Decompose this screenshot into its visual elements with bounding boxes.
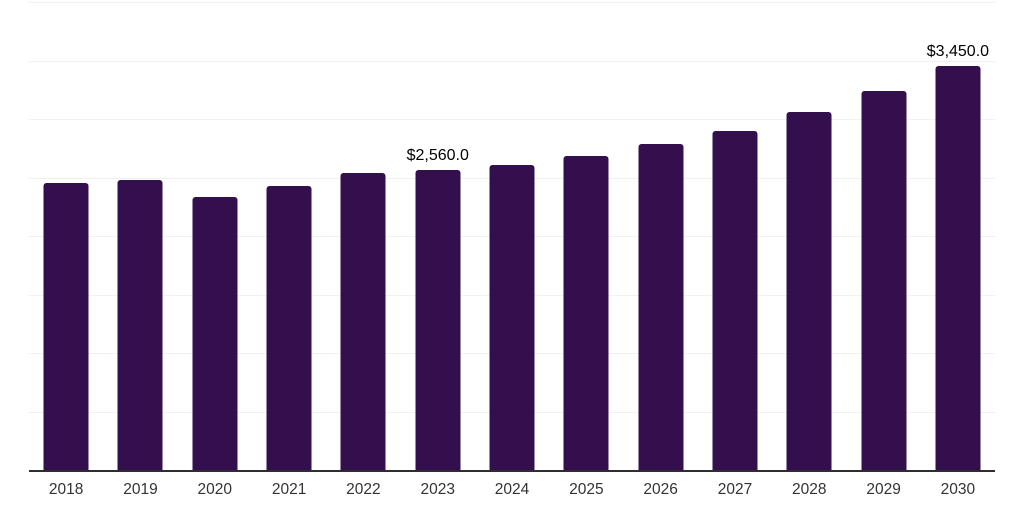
x-axis-label-2020: 2020 xyxy=(197,481,233,498)
bar-2018 xyxy=(43,183,89,470)
gridline-3000 xyxy=(29,119,995,120)
bar-2028 xyxy=(786,111,832,470)
bar-2021 xyxy=(266,185,312,470)
bar-2024 xyxy=(489,164,535,470)
bars: $2,560.0 $3,450.0 xyxy=(29,2,995,470)
bar-2030 xyxy=(935,66,981,470)
x-axis-label-2025: 2025 xyxy=(569,481,604,498)
x-axis-label-2026: 2026 xyxy=(643,481,678,498)
bar-band-2026 xyxy=(624,2,698,470)
bar-2026 xyxy=(638,143,684,470)
bar-band-2029 xyxy=(846,2,920,470)
x-axis-label-2022: 2022 xyxy=(346,481,381,498)
bar-2027 xyxy=(712,130,758,470)
bar-2023 xyxy=(415,170,461,470)
bar-2019 xyxy=(117,179,163,470)
bar-band-2030: $3,450.0 xyxy=(921,2,995,470)
bar-band-2018 xyxy=(29,2,103,470)
x-axis-label-2024: 2024 xyxy=(494,481,530,498)
bar-band-2028 xyxy=(772,2,846,470)
x-axis-label-2030: 2030 xyxy=(940,481,976,498)
plot-area: $2,560.0 $3,450.0 xyxy=(29,2,995,472)
bar-band-2024 xyxy=(475,2,549,470)
bar-band-2019 xyxy=(103,2,177,470)
x-axis-label-2019: 2019 xyxy=(123,481,158,498)
x-axis-labels: 2018 2019 2020 2021 2022 2023 2024 2025 2026 2027… xyxy=(29,481,995,499)
x-axis-label-2028: 2028 xyxy=(792,481,827,498)
bar-value-label-2023: $2,560.0 xyxy=(406,147,469,165)
bar-band-2027 xyxy=(698,2,772,470)
bar-2029 xyxy=(861,90,907,470)
gridline-4000 xyxy=(29,2,995,3)
x-axis-label-2027: 2027 xyxy=(717,481,753,498)
x-axis-label-2023: 2023 xyxy=(420,481,455,498)
bar-band-2023: $2,560.0 xyxy=(401,2,475,470)
x-axis-label-2029: 2029 xyxy=(866,481,901,498)
x-axis-label-2018: 2018 xyxy=(48,481,84,498)
bar-2022 xyxy=(340,172,386,470)
bar-band-2025 xyxy=(549,2,623,470)
bar-2025 xyxy=(563,156,609,470)
bar-band-2022 xyxy=(326,2,400,470)
x-axis-label-2021: 2021 xyxy=(271,481,307,498)
bar-band-2020 xyxy=(178,2,252,470)
bar-value-label-2030: $3,450.0 xyxy=(926,43,990,61)
bar-band-2021 xyxy=(252,2,326,470)
gridline-3500 xyxy=(29,60,995,62)
bar-2020 xyxy=(192,197,238,470)
